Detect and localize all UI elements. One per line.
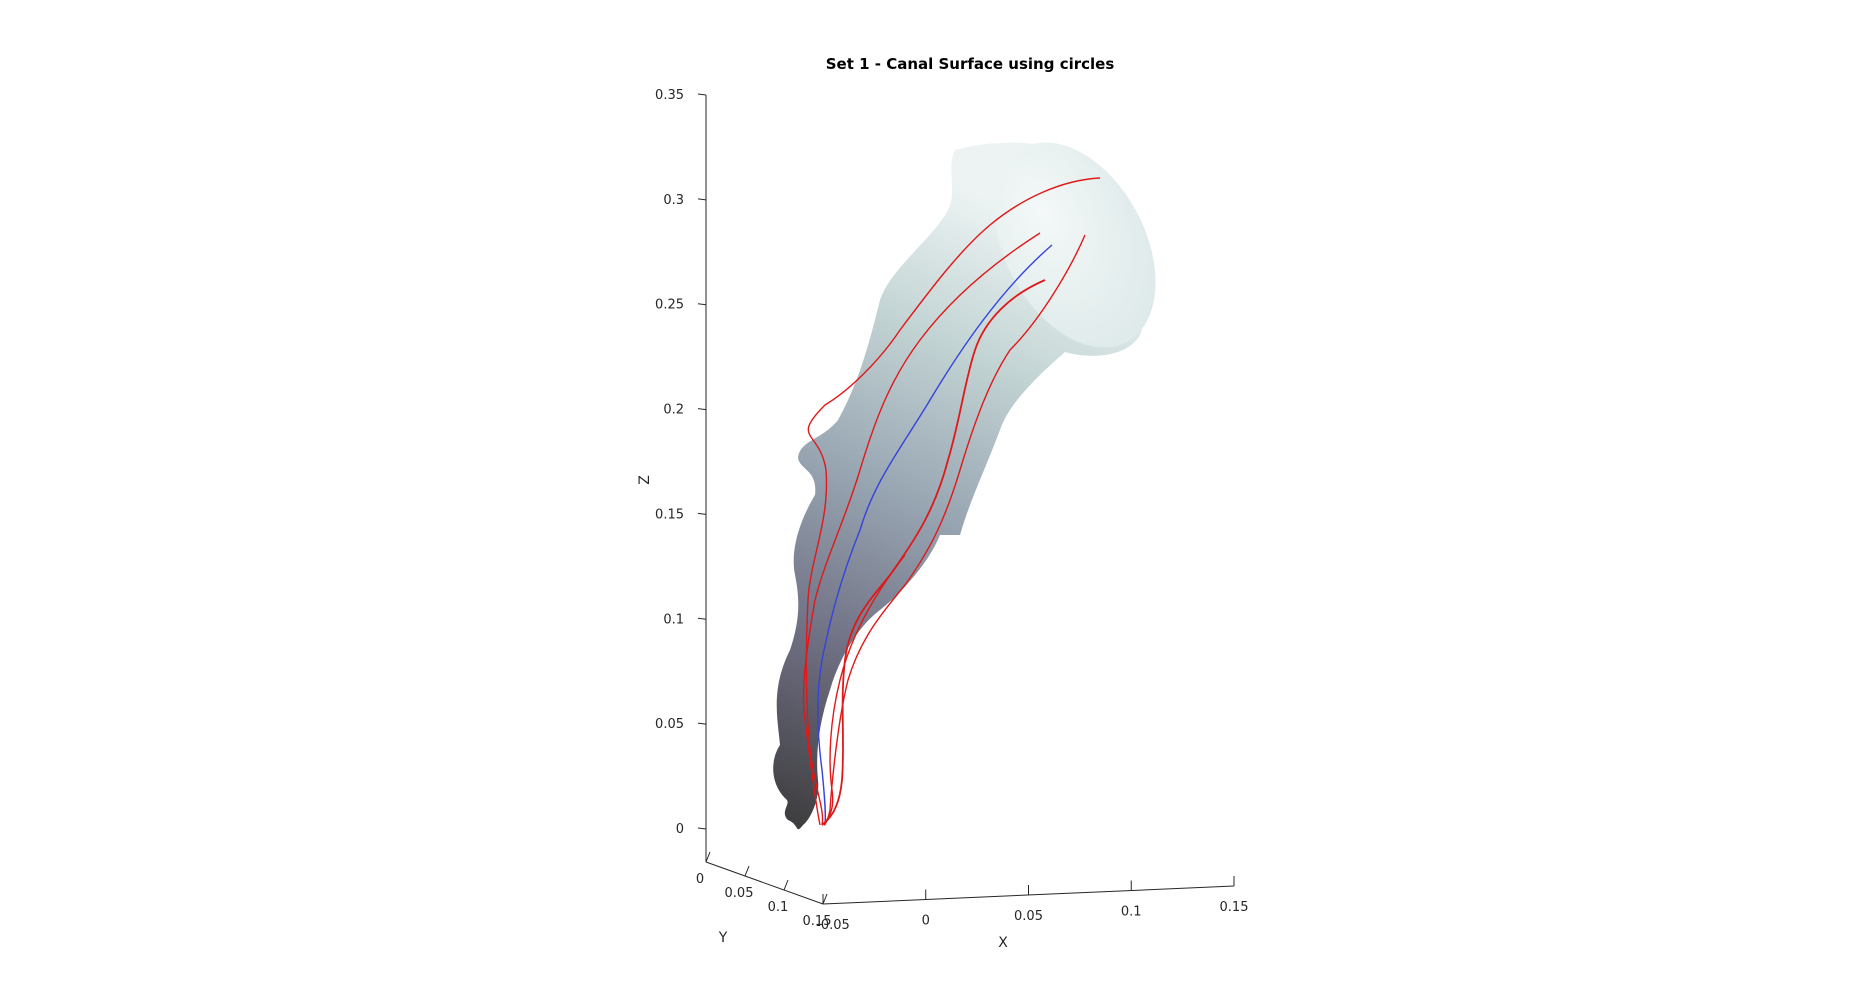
z-tick-label-1: 0.05 bbox=[655, 717, 684, 732]
x-tick-label-3: 0.1 bbox=[1121, 905, 1142, 920]
curves bbox=[802, 177, 1101, 826]
y-tick-label-1: 0.05 bbox=[725, 886, 754, 901]
x-tick-label-2: 0.05 bbox=[1014, 909, 1043, 924]
x-axis: -0.05 0 0.05 0.1 0.15 X bbox=[816, 876, 1248, 951]
chart-title: Set 1 - Canal Surface using circles bbox=[826, 55, 1115, 73]
z-axis-label: Z bbox=[637, 475, 653, 485]
z-tick-3 bbox=[697, 512, 707, 515]
boundary-curve-2 bbox=[802, 232, 1041, 826]
y-axis: 0 0.05 0.1 0.15 Y bbox=[696, 851, 832, 946]
z-tick-7 bbox=[697, 93, 707, 96]
z-tick-label-4: 0.2 bbox=[663, 403, 684, 418]
y-tick-0 bbox=[705, 851, 711, 863]
y-axis-line bbox=[705, 861, 824, 905]
z-tick-5 bbox=[697, 303, 707, 306]
boundary-curve-1 bbox=[805, 177, 1101, 826]
z-tick-1 bbox=[697, 722, 707, 725]
z-axis: 0 0.05 0.1 0.15 0.2 0.25 0.3 0.35 Z bbox=[637, 88, 707, 862]
x-axis-label: X bbox=[998, 935, 1008, 951]
z-tick-6 bbox=[697, 198, 707, 201]
y-tick-label-3: 0.15 bbox=[803, 914, 832, 929]
y-tick-2 bbox=[783, 879, 789, 891]
z-tick-4 bbox=[697, 408, 707, 411]
z-tick-label-3: 0.15 bbox=[655, 507, 684, 522]
y-tick-label-0: 0 bbox=[696, 872, 704, 887]
canal-surface bbox=[773, 142, 1156, 830]
centerline-curve bbox=[817, 244, 1053, 826]
z-tick-2 bbox=[697, 617, 707, 620]
z-tick-label-0: 0 bbox=[676, 822, 684, 837]
x-tick-label-1: 0 bbox=[922, 914, 930, 929]
z-tick-label-5: 0.25 bbox=[655, 298, 684, 313]
x-tick-label-4: 0.15 bbox=[1220, 900, 1249, 915]
boundary-curve-5 bbox=[821, 554, 906, 826]
y-axis-label: Y bbox=[718, 930, 728, 946]
z-tick-0 bbox=[697, 827, 707, 830]
y-tick-1 bbox=[744, 865, 750, 877]
z-tick-label-7: 0.35 bbox=[655, 88, 684, 103]
x-tick-label-0: -0.05 bbox=[816, 918, 850, 933]
z-tick-label-6: 0.3 bbox=[663, 193, 684, 208]
y-tick-3 bbox=[822, 893, 828, 905]
y-tick-label-2: 0.1 bbox=[768, 900, 789, 915]
z-tick-label-2: 0.1 bbox=[663, 612, 684, 627]
surface-end-cap bbox=[994, 142, 1156, 348]
